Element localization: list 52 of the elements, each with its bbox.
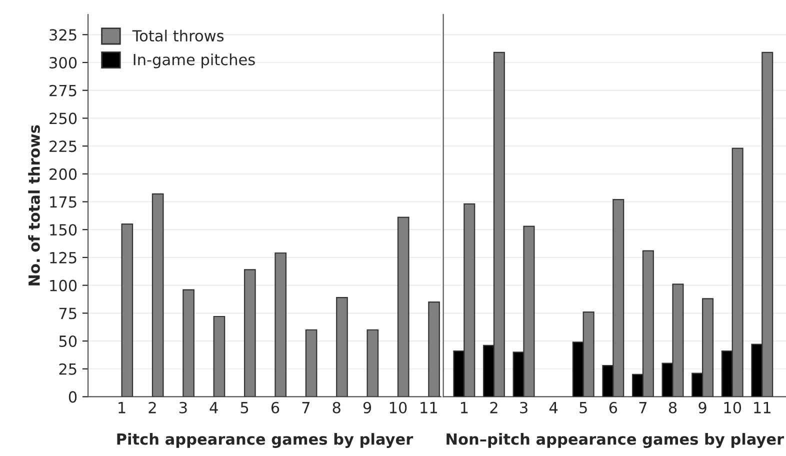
x-tick-label: 1 xyxy=(460,402,468,414)
x-tick-label: 4 xyxy=(210,402,218,414)
x-tick-label: 6 xyxy=(609,402,618,414)
x-tick-label: 10 xyxy=(724,402,742,414)
y-tick-label: 75 xyxy=(59,308,76,320)
x-tick-label: 9 xyxy=(363,402,372,414)
bar xyxy=(213,316,226,397)
bar xyxy=(336,297,348,397)
x-axis-title: Pitch appearance games by player xyxy=(117,433,414,448)
bar xyxy=(121,223,134,397)
y-tick-label: 100 xyxy=(50,280,77,292)
legend-label: In-game pitches xyxy=(134,54,255,68)
x-tick-label: 8 xyxy=(668,402,677,414)
y-tick-label: 275 xyxy=(50,84,76,96)
bar xyxy=(244,269,256,397)
x-tick-label: 1 xyxy=(118,402,126,414)
bar xyxy=(397,216,410,397)
y-tick-label: 50 xyxy=(59,335,77,348)
x-tick-label: 2 xyxy=(490,402,498,414)
x-tick-label: 2 xyxy=(148,402,156,414)
y-tick-label: 200 xyxy=(50,168,77,180)
y-tick-label: 175 xyxy=(50,196,76,208)
x-tick-label: 8 xyxy=(332,402,340,414)
x-tick-label: 4 xyxy=(549,402,558,414)
x-tick-label: 3 xyxy=(179,402,187,414)
x-tick-label: 7 xyxy=(302,402,310,414)
x-tick-label: 5 xyxy=(580,402,587,414)
x-axis-title: Non–pitch appearance games by player xyxy=(446,433,784,448)
x-tick-label: 11 xyxy=(420,402,437,414)
y-tick-label: 125 xyxy=(50,252,76,264)
x-tick-label: 7 xyxy=(639,402,647,414)
y-tick-label: 250 xyxy=(50,112,77,124)
y-tick-label: 150 xyxy=(50,224,77,236)
bar xyxy=(428,301,440,397)
y-tick-label: 225 xyxy=(50,140,76,152)
y-tick-label: 25 xyxy=(59,363,76,375)
x-tick-label: 6 xyxy=(271,402,280,414)
y-tick-label: 325 xyxy=(50,29,76,41)
bar xyxy=(182,289,194,397)
legend-label: Total throws xyxy=(132,30,224,42)
bar xyxy=(152,193,164,397)
bar xyxy=(305,329,318,397)
x-tick-label: 11 xyxy=(754,402,770,414)
x-tick-label: 3 xyxy=(520,402,528,414)
y-tick-label: 300 xyxy=(50,56,77,69)
x-tick-label: 9 xyxy=(698,402,706,414)
x-tick-label: 10 xyxy=(390,402,407,414)
bar xyxy=(274,252,287,397)
y-tick-label: 0 xyxy=(68,391,77,403)
x-tick-label: 5 xyxy=(240,402,248,414)
bar xyxy=(366,329,379,397)
y-axis-title: No. of total throws xyxy=(28,125,40,286)
